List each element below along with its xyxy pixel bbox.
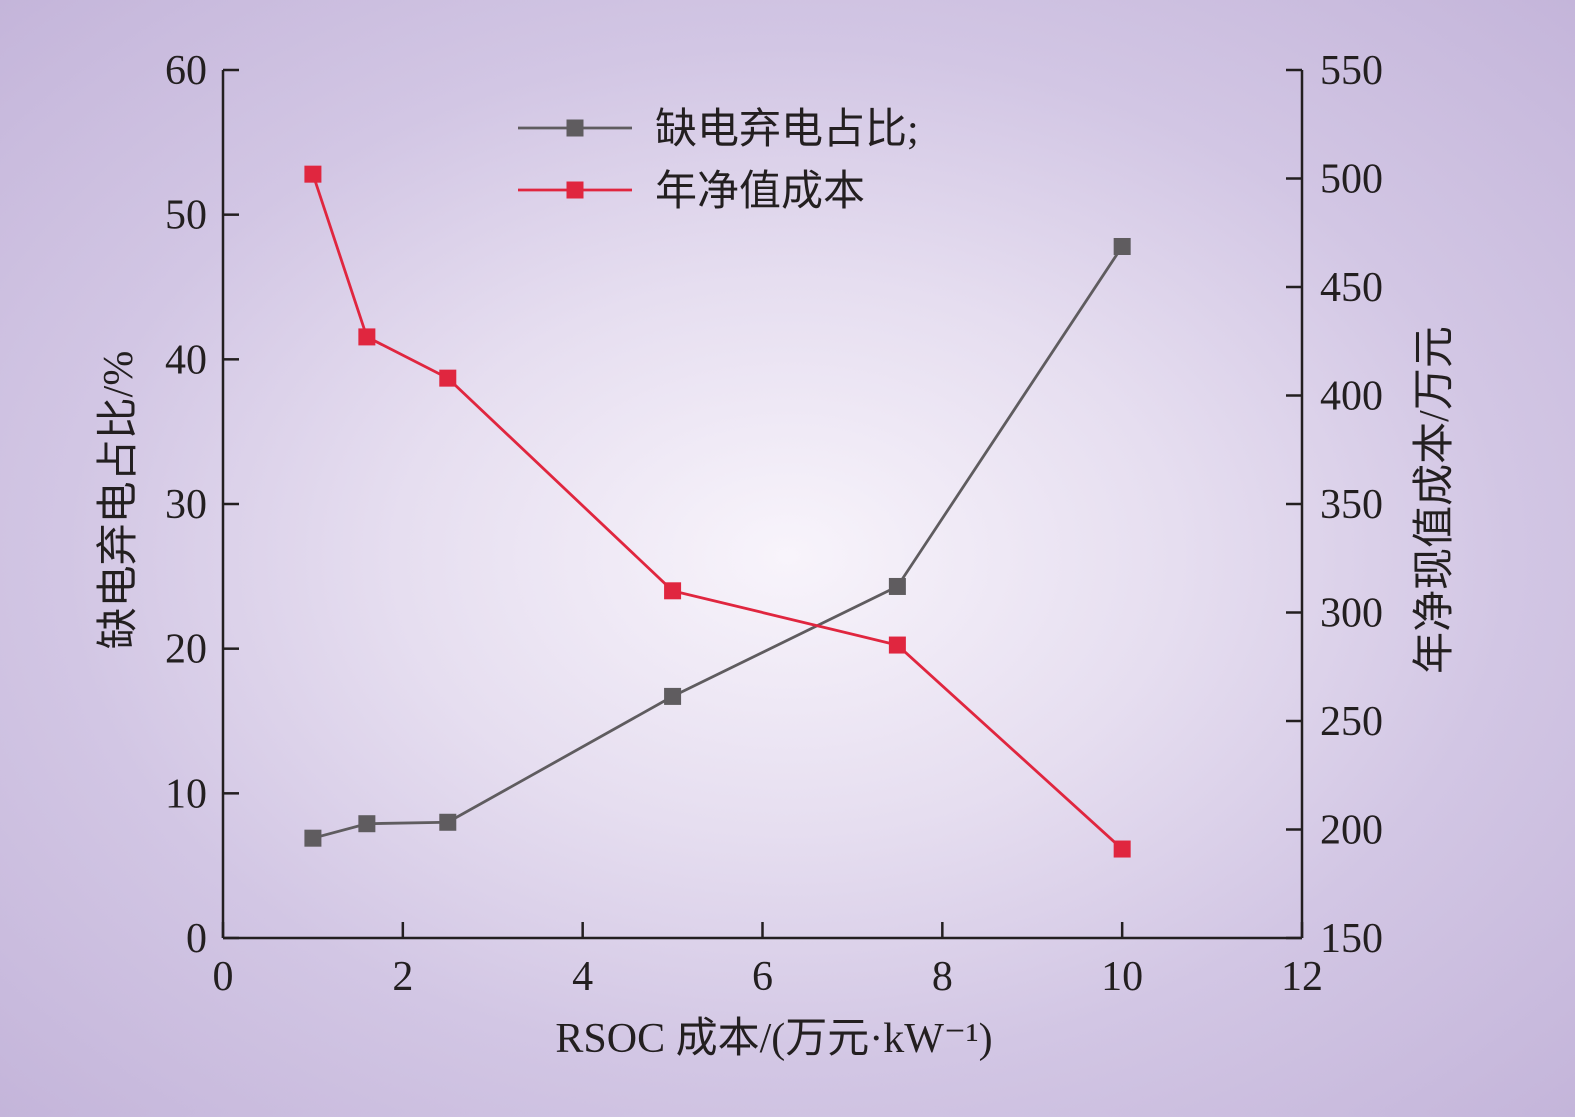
y-left-tick-label: 30 — [165, 482, 207, 528]
data-point-marker — [1113, 840, 1131, 858]
axes: 0 2 4 6 8 10 12 0 10 20 30 40 50 60 150 200 250 300 350 400… — [165, 48, 1383, 1000]
data-point-marker — [358, 328, 376, 346]
legend-item-2: 年净值成本 — [518, 168, 865, 215]
x-tick-label: 4 — [572, 954, 593, 1000]
y-left-tick-label: 10 — [165, 771, 207, 817]
legend-marker — [566, 119, 584, 137]
x-tick-label: 0 — [213, 954, 234, 1000]
series-line — [311, 173, 1124, 851]
data-point-marker — [358, 815, 376, 833]
y-right-tick-label: 150 — [1320, 916, 1383, 962]
y-right-tick-label: 400 — [1320, 374, 1383, 420]
y-axis-left-title: 缺电弃电占比/% — [95, 351, 142, 650]
series-2 — [304, 165, 1131, 858]
legend: 缺电弃电占比; 年净值成本 — [518, 106, 919, 215]
x-tick-label: 12 — [1281, 954, 1323, 1000]
y-right-tick-label: 300 — [1320, 591, 1383, 637]
y-left-tick-label: 20 — [165, 627, 207, 673]
x-tick-label: 10 — [1101, 954, 1143, 1000]
y-right-tick-label: 500 — [1320, 157, 1383, 203]
y-right-tick-label: 250 — [1320, 699, 1383, 745]
data-point-marker — [888, 577, 906, 595]
data-point-marker — [664, 582, 682, 600]
data-point-marker — [664, 687, 682, 705]
y-left-tick-label: 0 — [186, 916, 207, 962]
legend-label: 缺电弃电占比; — [655, 106, 919, 153]
legend-marker — [566, 181, 584, 199]
x-axis-title: RSOC 成本/(万元·kW⁻¹) — [555, 1016, 992, 1062]
y-left-tick-label: 60 — [165, 48, 207, 94]
series — [304, 165, 1131, 858]
y-right-tick-label: 450 — [1320, 265, 1383, 311]
data-point-marker — [304, 165, 322, 183]
x-tick-label: 6 — [752, 954, 773, 1000]
data-point-marker — [304, 829, 322, 847]
x-tick-label: 8 — [932, 954, 953, 1000]
series-1 — [304, 237, 1131, 847]
y-right-tick-label: 550 — [1320, 48, 1383, 94]
legend-item-1: 缺电弃电占比; — [518, 106, 919, 153]
x-tick-label: 2 — [392, 954, 413, 1000]
data-point-marker — [888, 636, 906, 654]
y-right-tick-label: 200 — [1320, 808, 1383, 854]
legend-label: 年净值成本 — [655, 168, 865, 215]
data-point-marker — [439, 369, 457, 387]
series-line — [312, 245, 1124, 840]
y-right-tick-label: 350 — [1320, 482, 1383, 528]
data-point-marker — [439, 813, 457, 831]
y-left-tick-label: 40 — [165, 337, 207, 383]
data-point-marker — [1113, 237, 1131, 255]
y-axis-right-title: 年净现值成本/万元 — [1411, 326, 1458, 674]
y-left-tick-label: 50 — [165, 193, 207, 239]
